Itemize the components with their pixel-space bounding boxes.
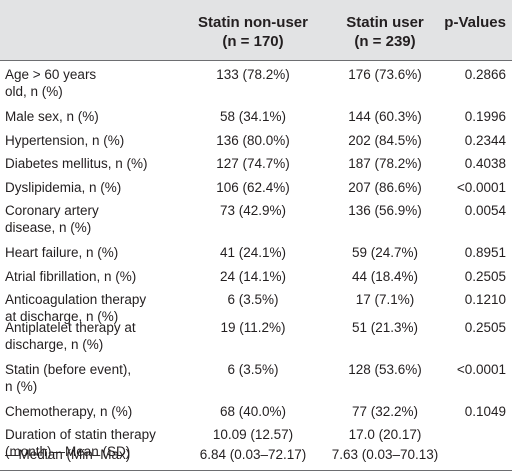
cell-statin-non-user: 6.84 (0.03–72.17) (199, 447, 307, 462)
row-label-line1: Hypertension, n (%) (5, 133, 125, 148)
cell-p-value: 0.8951 (464, 245, 506, 260)
cell-p-value: 0.2505 (464, 320, 506, 335)
cell-p-value: 0.0054 (464, 203, 506, 218)
cell-p-value: 0.1049 (464, 404, 506, 419)
row-label: Anticoagulation therapy at discharge, n (… (5, 291, 183, 325)
row-label: Hypertension, n (%) (5, 132, 183, 149)
cell-statin-user: 202 (84.5%) (348, 133, 422, 148)
cell-statin-user: 17 (7.1%) (355, 292, 415, 307)
cell-statin-non-user: 133 (78.2%) (216, 67, 290, 82)
cell-statin-user: 176 (73.6%) (348, 67, 422, 82)
cell-statin-non-user: 6 (3.5%) (227, 292, 279, 307)
cell-statin-non-user: 41 (24.1%) (219, 245, 287, 260)
row-label-line1: Diabetes mellitus, n (%) (5, 156, 148, 171)
row-label-line2: (month)—Mean (SD) (5, 444, 131, 459)
cell-statin-non-user: 68 (40.0%) (219, 404, 287, 419)
row-label: Male sex, n (%) (5, 108, 183, 125)
row-label-line1: Duration of statin therapy (5, 427, 156, 442)
cell-statin-non-user: 106 (62.4%) (216, 180, 290, 195)
cell-statin-user: 51 (21.3%) (351, 320, 419, 335)
row-label-line1: Age > 60 years (5, 67, 97, 82)
header-user-title: Statin user (346, 14, 424, 31)
cell-statin-user: 187 (78.2%) (348, 156, 422, 171)
header-nonuser-title: Statin non-user (197, 14, 308, 31)
row-label: Dyslipidemia, n (%) (5, 179, 183, 196)
row-label-line2: at discharge, n (%) (5, 309, 119, 324)
cell-statin-non-user: 10.09 (12.57) (212, 427, 294, 442)
header-statin-user: Statin user (n = 239) (320, 13, 450, 51)
cell-statin-user: 17.0 (20.17) (348, 427, 422, 442)
header-nonuser-count: (n = 170) (222, 33, 284, 50)
cell-statin-user: 44 (18.4%) (351, 269, 419, 284)
cell-statin-non-user: 6 (3.5%) (227, 362, 279, 377)
header-user-count: (n = 239) (354, 33, 416, 50)
row-label: —Median (Min–Max) (5, 446, 183, 463)
row-label-line2: old, n (%) (5, 84, 63, 99)
cell-p-value: 0.2866 (464, 67, 506, 82)
row-label: Statin (before event), n (%) (5, 361, 183, 395)
row-label-line1: Chemotherapy, n (%) (5, 404, 133, 419)
cell-statin-user: 7.63 (0.03–70.13) (331, 447, 439, 462)
cell-statin-non-user: 19 (11.2%) (220, 320, 286, 335)
cell-p-value: 0.1996 (464, 109, 506, 124)
row-label: Antiplatelet therapy at discharge, n (%) (5, 319, 183, 353)
row-label-line2: discharge, n (%) (5, 337, 104, 352)
cell-statin-user: 77 (32.2%) (351, 404, 419, 419)
cell-p-value: 0.4038 (464, 156, 506, 171)
cell-p-value: 0.2344 (464, 133, 506, 148)
cell-statin-user: 128 (53.6%) (348, 362, 422, 377)
row-label-line1: Coronary artery (5, 203, 99, 218)
row-label-line1: Antiplatelet therapy at (5, 320, 136, 335)
cell-statin-user: 136 (56.9%) (348, 203, 422, 218)
header-divider (0, 60, 512, 61)
row-label-line1: Anticoagulation therapy (5, 292, 147, 307)
cell-p-value: <0.0001 (456, 180, 506, 195)
cell-p-value: 0.1210 (464, 292, 506, 307)
cell-statin-non-user: 73 (42.9%) (219, 203, 287, 218)
row-label: Coronary artery disease, n (%) (5, 202, 183, 236)
row-label-line1: Heart failure, n (%) (5, 245, 119, 260)
cell-statin-user: 144 (60.3%) (348, 109, 422, 124)
table-header: Statin non-user (n = 170) Statin user (n… (0, 0, 512, 60)
row-label: Chemotherapy, n (%) (5, 403, 183, 420)
row-label: Atrial fibrillation, n (%) (5, 268, 183, 285)
cell-statin-non-user: 58 (34.1%) (219, 109, 287, 124)
row-label-line1: Atrial fibrillation, n (%) (5, 269, 137, 284)
cell-statin-user: 59 (24.7%) (351, 245, 419, 260)
row-label: Diabetes mellitus, n (%) (5, 155, 183, 172)
cell-statin-user: 207 (86.6%) (348, 180, 422, 195)
row-label-line2: n (%) (5, 379, 38, 394)
cell-statin-non-user: 127 (74.7%) (216, 156, 290, 171)
row-label: Heart failure, n (%) (5, 244, 183, 261)
row-label-line2: disease, n (%) (5, 220, 92, 235)
row-label: Duration of statin therapy (month)—Mean (… (5, 426, 183, 460)
header-p-values: p-Values (444, 14, 506, 31)
header-statin-non-user: Statin non-user (n = 170) (178, 13, 328, 51)
row-label: Age > 60 years old, n (%) (5, 66, 183, 100)
row-label-line1: —Median (Min–Max) (5, 447, 131, 462)
row-label-line1: Male sex, n (%) (5, 109, 99, 124)
cell-statin-non-user: 136 (80.0%) (216, 133, 290, 148)
row-label-line1: Statin (before event), (5, 362, 132, 377)
cell-statin-non-user: 24 (14.1%) (219, 269, 287, 284)
cell-p-value: <0.0001 (456, 362, 506, 377)
cell-p-value: 0.2505 (464, 269, 506, 284)
row-label-line1: Dyslipidemia, n (%) (5, 180, 122, 195)
